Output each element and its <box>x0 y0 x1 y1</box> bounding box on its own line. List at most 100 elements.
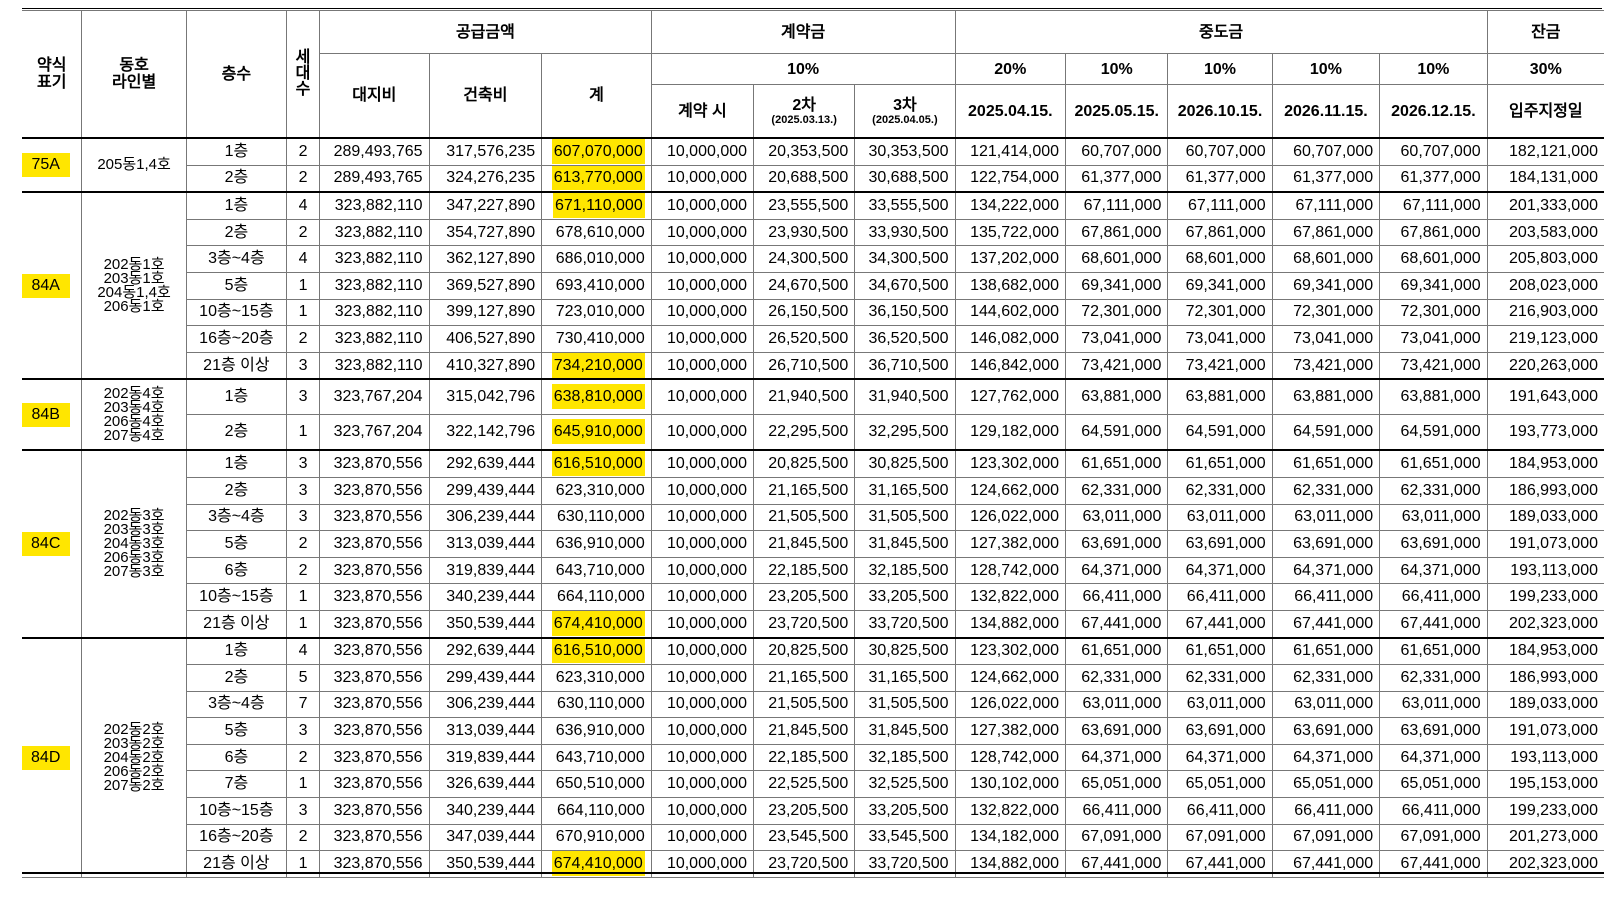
total-cell: 623,310,000 <box>541 476 652 505</box>
floor-cell: 6층 <box>185 556 287 585</box>
households-cell: 3 <box>285 449 321 478</box>
land-cell: 323,882,110 <box>319 271 430 300</box>
total-cell: 607,070,000 <box>541 136 652 166</box>
bal-cell: 199,233,000 <box>1486 797 1604 825</box>
households-cell: 3 <box>285 717 321 745</box>
highlighted-total: 607,070,000 <box>551 140 645 164</box>
d2-cell: 21,165,500 <box>753 476 856 505</box>
unit-type-cell: 84B <box>22 378 83 451</box>
d1-cell: 10,000,000 <box>650 325 755 353</box>
bld-cell: 299,439,444 <box>428 664 543 692</box>
households-cell: 1 <box>285 298 321 327</box>
i4-cell: 64,371,000 <box>1271 556 1381 585</box>
i5-cell: 67,111,000 <box>1379 191 1488 220</box>
i1-cell: 127,382,000 <box>954 717 1067 745</box>
i4-cell: 62,331,000 <box>1271 664 1381 692</box>
table-row: 3층~4층 3 323,870,556 306,239,444 630,110,000 1… <box>22 503 1604 532</box>
i3-cell: 68,601,000 <box>1167 245 1273 273</box>
i1-cell: 135,722,000 <box>954 218 1067 247</box>
table-row: 16층~20층 2 323,882,110 406,527,890 730,410,00… <box>22 325 1604 353</box>
floor-cell: 1층 <box>185 191 287 220</box>
i1-cell: 134,882,000 <box>954 609 1067 639</box>
header-interim-date: 2026.11.15. <box>1271 84 1381 139</box>
header-households: 세 대 수 <box>285 10 321 139</box>
households-cell: 2 <box>285 743 321 772</box>
total-cell: 616,510,000 <box>541 449 652 478</box>
floor-cell: 10층~15층 <box>185 298 287 327</box>
bld-cell: 347,039,444 <box>428 823 543 852</box>
table-row: 16층~20층 2 323,870,556 347,039,444 670,910,00… <box>22 823 1604 852</box>
d3-cell: 36,150,500 <box>854 298 956 327</box>
d3-cell: 30,688,500 <box>854 164 956 193</box>
households-cell: 2 <box>285 556 321 585</box>
i1-cell: 132,822,000 <box>954 797 1067 825</box>
d1-cell: 10,000,000 <box>650 717 755 745</box>
dong-line-cell: 202동3호 203동3호 204동3호 206동3호 207동3호 <box>81 449 187 639</box>
i5-cell: 63,691,000 <box>1379 717 1488 745</box>
bal-cell: 220,263,000 <box>1486 351 1604 380</box>
d2-cell: 23,545,500 <box>753 823 856 852</box>
i3-cell: 62,331,000 <box>1167 664 1273 692</box>
i3-cell: 63,691,000 <box>1167 530 1273 558</box>
i1-cell: 134,222,000 <box>954 191 1067 220</box>
households-cell: 1 <box>285 609 321 639</box>
land-cell: 289,493,765 <box>319 136 430 166</box>
floor-cell: 3층~4층 <box>185 245 287 273</box>
bal-cell: 186,993,000 <box>1486 664 1604 692</box>
i3-cell: 64,591,000 <box>1167 414 1273 451</box>
total-cell: 636,910,000 <box>541 717 652 745</box>
floor-cell: 1층 <box>185 449 287 478</box>
floor-cell: 7층 <box>185 770 287 799</box>
d3-cell: 31,505,500 <box>854 690 956 719</box>
households-cell: 1 <box>285 583 321 611</box>
households-cell: 4 <box>285 636 321 666</box>
i1-cell: 146,842,000 <box>954 351 1067 380</box>
i1-cell: 128,742,000 <box>954 743 1067 772</box>
households-cell: 1 <box>285 271 321 300</box>
households-cell: 1 <box>285 770 321 799</box>
d1-cell: 10,000,000 <box>650 245 755 273</box>
unit-type-label: 84C <box>22 531 71 556</box>
table-row: 2층 2 323,882,110 354,727,890 678,610,000 10,0… <box>22 218 1604 247</box>
bld-cell: 299,439,444 <box>428 476 543 505</box>
bld-cell: 340,239,444 <box>428 583 543 611</box>
i1-cell: 127,762,000 <box>954 378 1067 416</box>
d2-cell: 23,205,500 <box>753 583 856 611</box>
unit-type-label: 84D <box>22 745 71 770</box>
total-cell: 693,410,000 <box>541 271 652 300</box>
i3-cell: 61,377,000 <box>1167 164 1273 193</box>
i3-cell: 67,111,000 <box>1167 191 1273 220</box>
table-row: 3층~4층 4 323,882,110 362,127,890 686,010,000 1… <box>22 245 1604 273</box>
i5-cell: 61,377,000 <box>1379 164 1488 193</box>
d1-cell: 10,000,000 <box>650 414 755 451</box>
header-deposit-rate: 10% <box>650 53 956 85</box>
land-cell: 323,870,556 <box>319 743 430 772</box>
header-interim-date: 2025.05.15. <box>1065 84 1169 139</box>
i3-cell: 60,707,000 <box>1167 136 1273 166</box>
d3-cell: 36,520,500 <box>854 325 956 353</box>
d2-cell: 21,165,500 <box>753 664 856 692</box>
i1-cell: 124,662,000 <box>954 664 1067 692</box>
land-cell: 323,882,110 <box>319 218 430 247</box>
households-cell: 3 <box>285 503 321 532</box>
bld-cell: 319,839,444 <box>428 743 543 772</box>
table-body: 75A 205동1,4호 1층 2 289,493,765 317,576,235 607,… <box>22 136 1604 878</box>
total-cell: 723,010,000 <box>541 298 652 327</box>
households-cell: 2 <box>285 823 321 852</box>
bal-cell: 182,121,000 <box>1486 136 1604 166</box>
bal-cell: 195,153,000 <box>1486 770 1604 799</box>
i1-cell: 128,742,000 <box>954 556 1067 585</box>
households-cell: 2 <box>285 136 321 166</box>
header-balance-date: 입주지정일 <box>1486 84 1604 139</box>
i1-cell: 127,382,000 <box>954 530 1067 558</box>
i2-cell: 63,691,000 <box>1065 530 1169 558</box>
total-cell: 734,210,000 <box>541 351 652 380</box>
i3-cell: 63,011,000 <box>1167 503 1273 532</box>
d3-cell: 30,353,500 <box>854 136 956 166</box>
i2-cell: 67,111,000 <box>1065 191 1169 220</box>
table-row: 2층 2 289,493,765 324,276,235 613,770,000 10,0… <box>22 164 1604 193</box>
i4-cell: 63,691,000 <box>1271 530 1381 558</box>
households-cell: 3 <box>285 378 321 416</box>
total-cell: 664,110,000 <box>541 583 652 611</box>
i3-cell: 66,411,000 <box>1167 797 1273 825</box>
